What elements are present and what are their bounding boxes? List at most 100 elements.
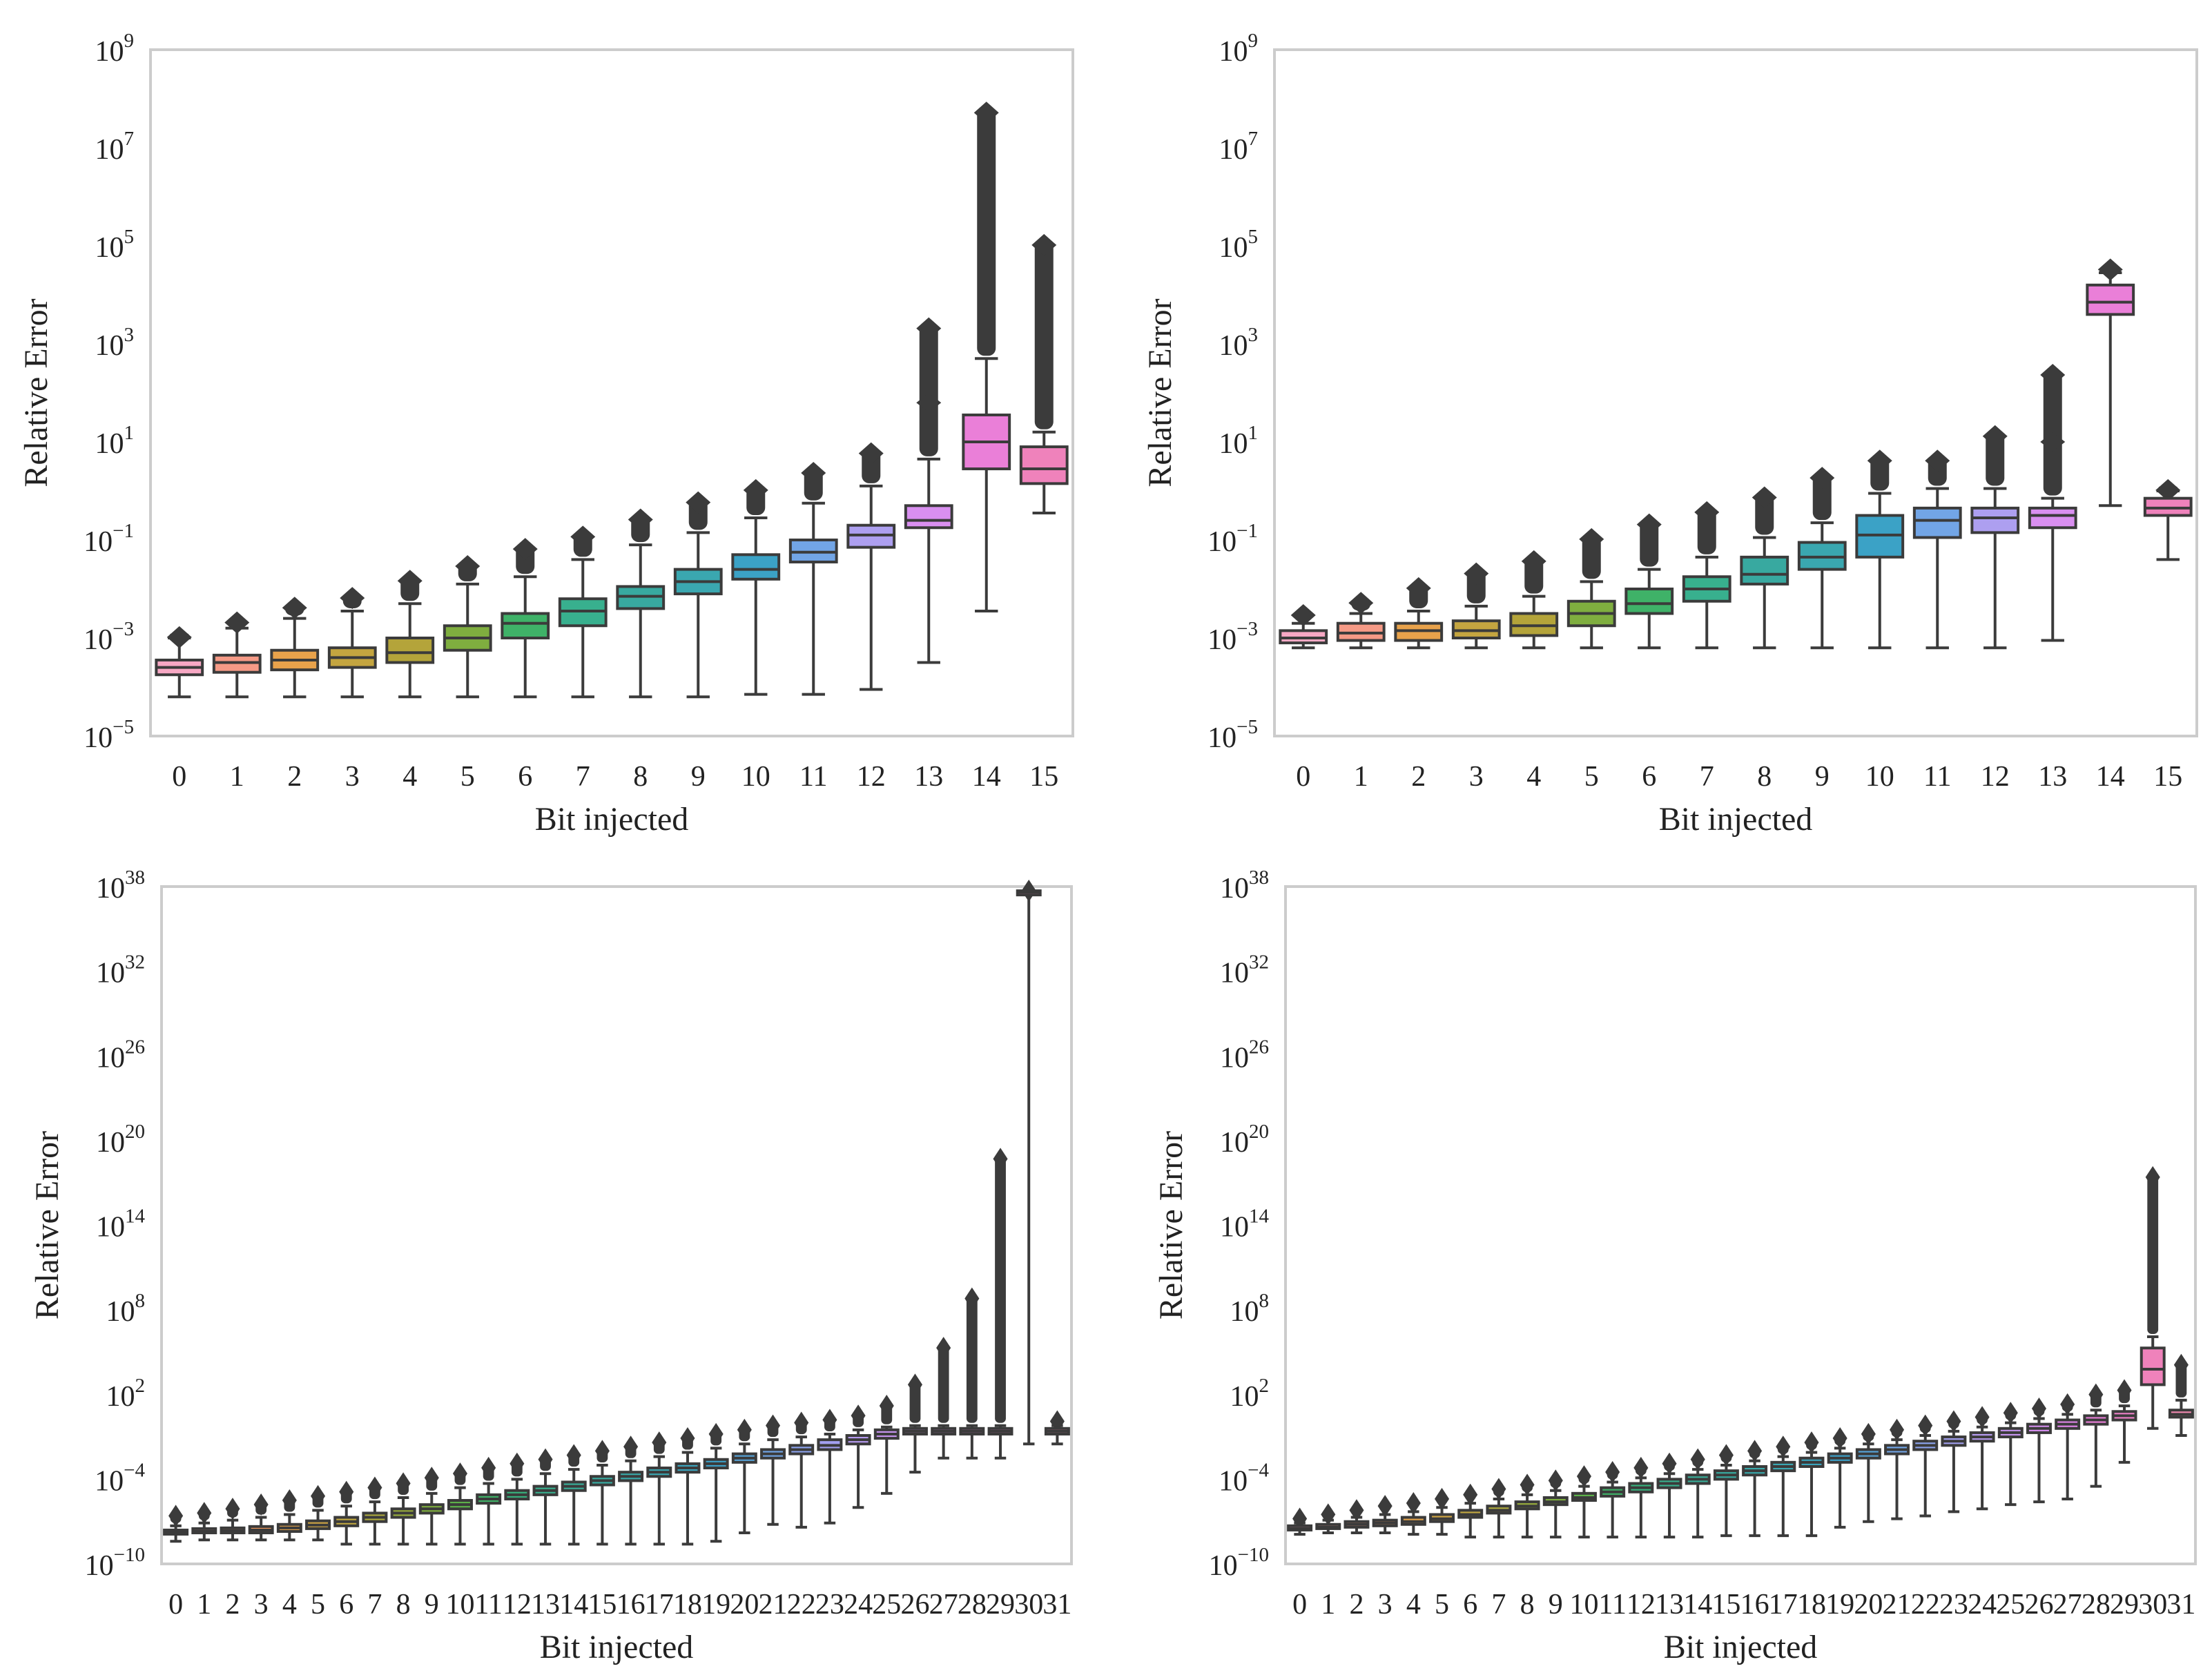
box-bit-2 [1394,577,1444,650]
x-tick-label: 3 [254,1589,269,1621]
x-tick-label: 13 [1655,1589,1684,1621]
iqr-box [904,504,953,530]
outlier-marker-top [1321,1503,1336,1526]
y-tick-label: 1038 [96,867,145,905]
x-tick-label: 12 [857,761,886,793]
outlier-marker-top [907,1373,923,1396]
outlier-marker-top [1491,1478,1506,1500]
y-axis-label: Relative Error [1153,1131,1190,1319]
box-bit-0 [163,1505,189,1543]
y-tick-label: 1014 [1220,1206,1270,1244]
box-bit-27 [2055,1393,2081,1500]
box-bit-7 [1486,1478,1512,1539]
x-tick-label: 30 [1014,1589,1043,1621]
outlier-marker-top [743,478,768,501]
box-bit-16 [618,1435,644,1546]
outlier-marker-top [282,1489,297,1511]
outlier-points [919,324,938,456]
box-bit-11 [1912,449,1962,650]
x-tick-label: 28 [2082,1589,2111,1621]
x-tick-label: 15 [588,1589,617,1621]
x-tick-label: 3 [1378,1589,1393,1621]
y-tick-label: 10−5 [84,716,134,754]
x-tick-label: 10 [741,761,770,793]
x-tick-label: 12 [1627,1589,1656,1621]
box-bit-1 [212,611,262,699]
outlier-points [1697,507,1716,554]
box-bit-24 [1969,1406,1995,1511]
x-tick-label: 9 [1815,761,1830,793]
box-bit-0 [1287,1507,1313,1536]
y-axis-label: Relative Error [29,1131,66,1319]
y-tick-label: 1014 [96,1206,146,1244]
box-bit-21 [1884,1418,1910,1520]
box-bit-25 [873,1394,900,1495]
outlier-marker-top [1521,550,1546,572]
box-bit-11 [476,1456,502,1546]
x-tick-label: 23 [1939,1589,1968,1621]
box-bit-6 [1457,1483,1484,1539]
x-tick-label: 0 [1296,761,1310,793]
x-tick-label: 4 [1526,761,1541,793]
box-bit-4 [1400,1491,1426,1536]
outlier-marker-top [570,525,596,548]
outlier-marker-top [481,1456,496,1479]
box-bit-17 [1770,1435,1796,1538]
x-tick-label: 8 [633,761,648,793]
x-tick-label: 5 [460,761,475,793]
box-bit-15 [2143,478,2193,561]
x-tick-label: 16 [617,1589,646,1621]
outlier-marker-top [594,1440,610,1462]
iqr-box [1740,555,1789,586]
y-tick-label: 101 [95,422,135,460]
y-tick-label: 101 [1219,422,1259,460]
y-tick-label: 1026 [1220,1036,1269,1074]
outlier-marker-top [1946,1410,1961,1433]
x-tick-label: 2 [225,1589,240,1621]
box-bit-7 [558,525,608,699]
box-bit-9 [1542,1469,1569,1539]
box-bit-26 [902,1373,928,1474]
y-tick-label: 10−4 [95,1459,145,1497]
box-bit-9 [418,1467,445,1546]
outlier-marker-top [397,570,423,592]
outlier-marker-top [1776,1435,1791,1458]
x-tick-label: 10 [1569,1589,1598,1621]
x-tick-label: 3 [345,761,360,793]
outlier-marker-top [686,491,711,514]
plot-frame [1273,48,2198,737]
outlier-marker-top [794,1411,809,1434]
outlier-marker-top [737,1418,752,1441]
x-tick-label: 31 [2166,1589,2195,1621]
y-tick-label: 10−1 [1207,520,1258,558]
outlier-marker-top [166,626,192,648]
plot-frame [149,48,1074,737]
iqr-box [1912,506,1962,539]
box-bit-10 [447,1462,473,1546]
outlier-points [1812,474,1832,521]
outlier-marker-top [879,1394,894,1417]
x-tick-label: 14 [1683,1589,1712,1621]
x-tick-label: 27 [929,1589,958,1621]
x-tick-label: 11 [799,761,827,793]
outlier-marker-top [1752,486,1777,509]
outlier-marker-top [2031,1398,2047,1420]
box-bit-2 [270,597,320,699]
x-tick-label: 0 [168,1589,183,1621]
outlier-marker-top [2088,1383,2104,1406]
box-bit-12 [1970,425,2020,650]
outlier-marker-top [310,1485,326,1507]
y-tick-label: 1038 [1220,867,1269,905]
outlier-marker-top [858,442,884,465]
outlier-marker-top [1434,1487,1450,1510]
outlier-marker-top [1520,1473,1535,1496]
x-tick-label: 1 [230,761,244,793]
plot-frame [1284,885,2197,1565]
box-bit-15 [1019,233,1069,514]
box-bit-26 [2026,1398,2052,1504]
y-tick-label: 10−10 [85,1544,145,1582]
x-tick-label: 15 [1029,761,1058,793]
y-tick-label: 10−5 [1207,716,1258,754]
x-tick-label: 23 [815,1589,844,1621]
box-bit-29 [987,1148,1013,1460]
